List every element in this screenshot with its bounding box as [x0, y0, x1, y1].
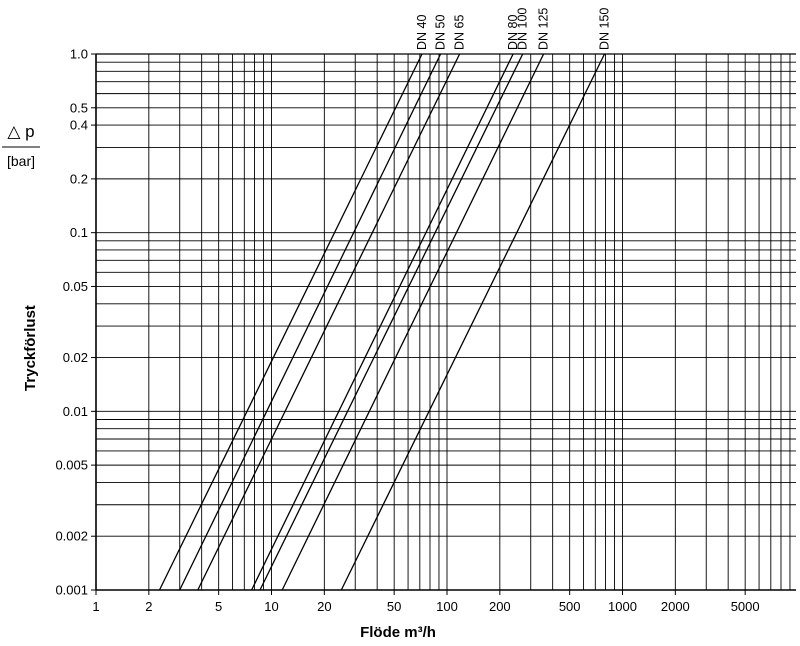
grid	[95, 53, 796, 591]
series-line-dn-125	[281, 53, 545, 591]
bar-unit-label: [bar]	[7, 153, 35, 169]
series-label-dn-100: DN 100	[516, 8, 530, 50]
x-tick-label: 200	[489, 599, 511, 614]
series-line-dn-65	[197, 53, 461, 591]
series-label-dn-125: DN 125	[537, 8, 551, 50]
series-label-dn-40: DN 40	[415, 15, 429, 50]
series-line-dn-50	[179, 53, 442, 591]
series-label-dn-80: DN 80	[506, 15, 520, 50]
y-tick-label: 0.4	[70, 118, 88, 133]
y-tick-label: 0.05	[63, 279, 88, 294]
y-axis-title: Tryckförlust	[22, 305, 39, 391]
series-line-dn-40	[158, 53, 423, 591]
x-tick-label: 10	[264, 599, 278, 614]
series-line-dn-80	[251, 53, 514, 591]
y-tick-label: 0.01	[63, 404, 88, 419]
series-line-dn-150	[340, 53, 606, 591]
x-tick-label: 1	[92, 599, 99, 614]
series-label-dn-50: DN 50	[434, 15, 448, 50]
tick-labels: 1 2 5 10 20 50 100 200 500 1000 2000 5000 0.001 0.002…	[55, 47, 759, 615]
y-tick-label: 0.005	[55, 458, 88, 473]
delta-p-label: △ p	[7, 122, 34, 141]
series-label-dn-150: DN 150	[598, 8, 612, 50]
y-tick-label: 0.001	[55, 583, 88, 598]
series-lines	[158, 53, 606, 591]
x-tick-label: 50	[387, 599, 401, 614]
y-tick-label: 1.0	[70, 47, 88, 62]
x-tick-label: 5000	[731, 599, 760, 614]
x-tick-label: 2	[145, 599, 152, 614]
y-tick-label: 0.1	[70, 225, 88, 240]
x-tick-label: 2000	[661, 599, 690, 614]
x-tick-label: 100	[436, 599, 458, 614]
series-line-dn-100	[259, 53, 524, 591]
x-tick-label: 5	[215, 599, 222, 614]
y-tick-label: 0.002	[55, 529, 88, 544]
y-tick-label: 0.5	[70, 100, 88, 115]
y-tick-label: 0.02	[63, 350, 88, 365]
x-tick-label: 500	[559, 599, 581, 614]
x-tick-label: 20	[317, 599, 331, 614]
x-tick-label: 1000	[608, 599, 637, 614]
y-tick-label: 0.2	[70, 171, 88, 186]
x-axis-title: Flöde m³/h	[360, 624, 436, 641]
series-label-dn-65: DN 65	[453, 15, 467, 50]
